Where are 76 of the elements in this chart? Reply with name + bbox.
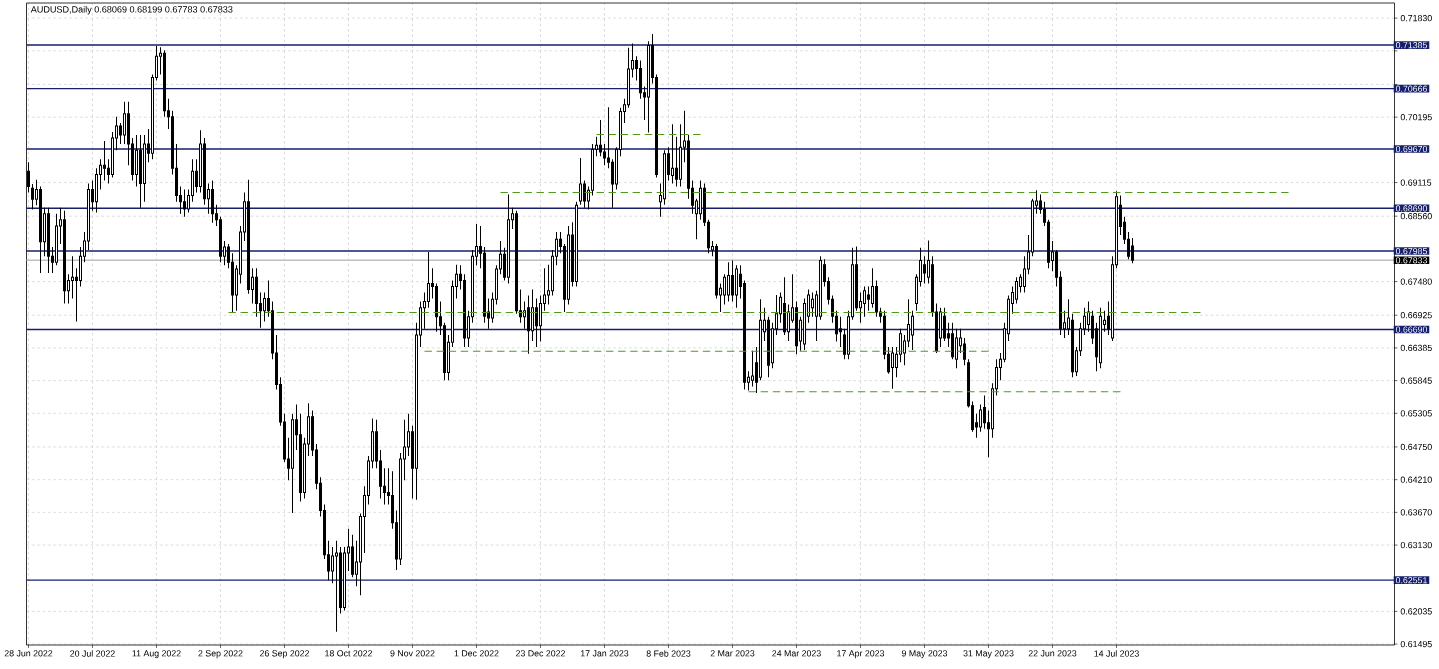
ref-line-label: 0.69670 [1395,145,1428,153]
x-tick-label: 22 Jun 2023 [1028,650,1077,657]
x-tick-label: 9 May 2023 [901,650,948,659]
y-tick-label: 0.62035 [1400,608,1432,615]
y-tick-label: 0.64750 [1400,443,1432,451]
x-tick-label: 17 Jan 2023 [580,650,629,657]
candlestick [95,167,98,214]
x-tick-label: 17 Apr 2023 [837,650,885,659]
x-tick-label: 18 Oct 2022 [325,650,373,657]
candlestick [47,207,51,274]
x-tick-label: 1 Dec 2022 [454,650,499,657]
x-tick-label: 11 Aug 2022 [132,650,181,659]
candlestick [871,267,875,309]
candlestick [515,210,519,315]
candlestick [699,179,703,221]
y-tick-label: 0.70195 [1400,114,1432,121]
candlestick [983,394,987,430]
candlestick [867,285,871,312]
candlestick [135,134,139,188]
candlestick [39,186,42,274]
y-tick-label: 0.67480 [1400,278,1432,285]
candlestick [531,288,535,342]
candlestick [247,179,251,295]
chart-title: AUDUSD,Daily 0.68069 0.68199 0.67783 0.67833 [30,5,233,15]
candlestick [911,310,915,351]
ref-line-label: 0.71385 [1395,42,1428,49]
candlestick [679,123,683,188]
candlestick [735,264,739,309]
candlestick [427,251,431,309]
x-tick-label: 2 Mar 2023 [710,650,755,657]
candlestick [435,282,439,333]
ref-line-label: 0.67985 [1395,248,1428,255]
candlestick [647,40,651,134]
y-tick-label: 0.65845 [1400,377,1432,384]
candlestick [103,140,107,181]
ref-line-label: 0.68690 [1395,205,1428,212]
y-tick-label: 0.61495 [1400,640,1432,648]
x-tick-label: 8 Feb 2023 [646,650,691,657]
candlestick [71,255,75,300]
candlestick [139,134,143,209]
x-tick-label: 20 Jul 2022 [70,650,115,657]
x-tick-label: 24 Mar 2023 [772,650,821,657]
candlestick [203,137,207,206]
ref-line-label: 0.62551 [1395,577,1427,584]
y-tick-label: 0.65305 [1400,410,1432,417]
y-tick-label: 0.66385 [1400,344,1432,352]
x-tick-label: 26 Sep 2022 [259,650,310,659]
y-tick-label: 0.68560 [1400,213,1432,220]
candlestick [523,301,527,330]
candlestick [535,298,539,348]
x-tick-label: 23 Dec 2022 [516,650,566,657]
x-tick-label: 31 May 2023 [963,650,1014,659]
candlestick [163,49,167,118]
candlestick [863,285,867,318]
ref-line-label: 0.70666 [1395,85,1428,92]
y-tick-label: 0.63130 [1400,541,1432,549]
y-tick-label: 0.66925 [1400,312,1432,319]
candlestick [211,179,215,224]
candlestick [675,136,679,188]
y-tick-label: 0.69115 [1400,179,1432,186]
y-tick-label: 0.63670 [1400,509,1432,516]
candlestick [527,295,531,355]
candlestick [63,210,66,304]
y-tick-label: 0.71830 [1400,15,1432,22]
candlestick [331,546,335,584]
ref-line-label: 0.67833 [1395,257,1428,264]
candlestick [335,540,339,633]
x-tick-label: 2 Sep 2022 [198,650,243,659]
candlestick [255,267,259,318]
x-tick-label: 28 Jun 2022 [4,650,53,657]
y-tick-label: 0.64210 [1400,476,1432,483]
x-tick-label: 9 Nov 2022 [390,650,435,657]
candlestick [951,322,955,360]
ref-line-label: 0.66690 [1395,326,1428,333]
x-tick-label: 14 Jul 2023 [1094,650,1139,657]
candlestick [291,413,295,514]
